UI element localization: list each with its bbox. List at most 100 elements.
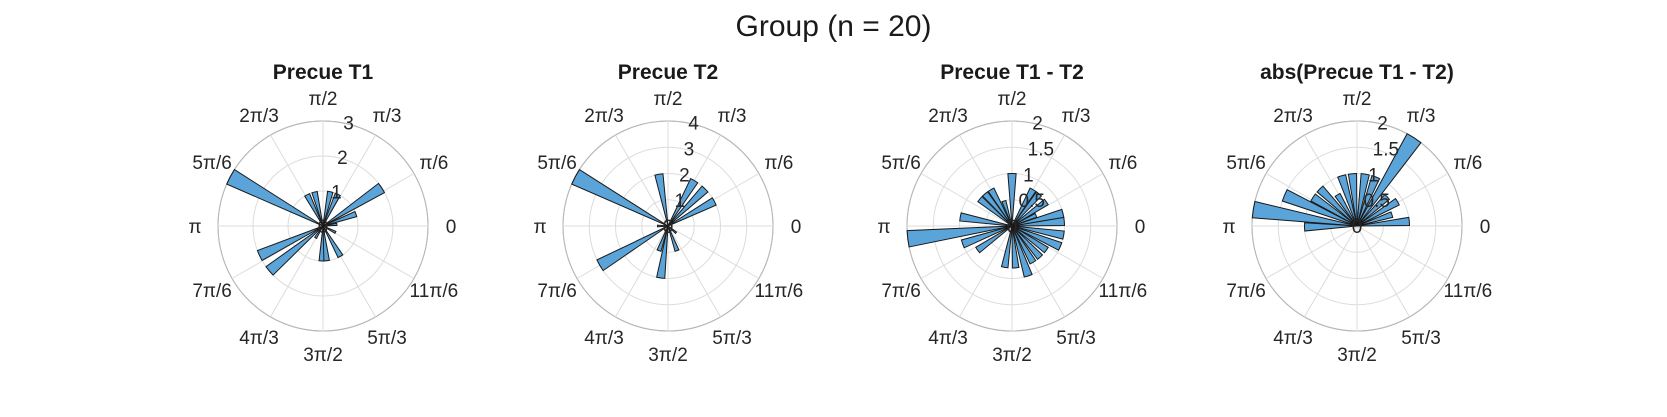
histogram-bar [656,224,669,228]
radial-tick-label: 0.5 [1019,191,1045,212]
histogram-bar [906,225,1013,248]
histogram-bar [304,193,324,227]
histogram-bar [981,191,1013,227]
histogram-bar [322,210,358,227]
angular-grid-line [1356,225,1449,279]
angle-tick-label: 0 [446,217,457,238]
histogram-bar [1304,222,1358,232]
angle-tick-label: 7π/6 [881,281,921,302]
radial-tick-label: 2 [679,165,690,186]
angle-tick-label: π/2 [654,89,683,110]
histogram-bar [667,197,717,227]
polar-plot-4: abs(Precue T1 - T2) 0.5 1 1.5 2 0 0 π/6 π/3 π/2 2π… [1222,61,1492,366]
polar-plot-2: Precue T2 1 2 3 4 0 0 π/6 π/3 π/2 2π/3 5π/6 π 7π/6 4π/… [533,61,803,366]
radial-origin-label: 0 [663,217,674,238]
histogram-bar [667,225,680,252]
histogram-bar [959,212,1013,227]
histogram-bar [656,225,669,252]
angle-tick-label: 5π/3 [1401,328,1441,349]
histogram-bar [1000,225,1013,269]
histogram-bar [596,225,669,272]
radial-tick-label: 1 [675,191,686,212]
histogram-bar [322,190,334,227]
angle-tick-label: 4π/3 [928,328,968,349]
angle-tick-label: 4π/3 [584,328,624,349]
angle-tick-label: 2π/3 [1273,106,1313,127]
figure-title: Group (n = 20) [735,10,932,43]
radial-origin-label: 0 [318,217,329,238]
histogram-bar [265,225,324,276]
angle-tick-label: 5π/6 [537,153,577,174]
histogram-bar [1356,216,1411,227]
radial-tick-label: 4 [688,114,699,135]
radial-tick-label: 1.5 [1373,139,1399,160]
angle-tick-label: π [188,217,201,238]
histogram-bar [667,225,678,235]
angular-grid-line [667,225,760,279]
angle-tick-label: 4π/3 [239,328,279,349]
angle-tick-label: 0 [791,217,802,238]
angle-tick-label: 2π/3 [584,106,624,127]
angle-tick-label: π [1222,217,1235,238]
radial-tick-label: 1 [1368,165,1379,186]
histogram-bar [1011,225,1063,251]
angle-tick-label: 3π/2 [1337,345,1377,366]
histogram-bar [311,190,324,227]
radial-tick-label: 1 [331,183,342,204]
histogram-bar [322,182,386,227]
histogram-bar [1011,191,1043,227]
angle-tick-label: 11π/6 [1099,281,1148,302]
angle-tick-label: 7π/6 [1226,281,1266,302]
subplot-title: Precue T1 - T2 [940,61,1084,84]
angle-tick-label: 3π/2 [992,345,1032,366]
histogram-bar [1356,211,1394,227]
subplot-title: Precue T1 [273,61,374,84]
angular-grid-line [270,225,324,318]
angular-grid-line [322,225,415,279]
histogram-bar [1251,200,1358,227]
angle-tick-label: π/6 [1453,153,1482,174]
radial-tick-label: 1.5 [1028,139,1054,160]
histogram-bar [1356,193,1391,227]
polar-plot-3: Precue T1 - T2 0.5 1 1.5 2 0 0 π/6 π/3 π/2 2π/3 5π/… [877,61,1147,366]
angle-tick-label: π/3 [373,106,402,127]
angle-tick-label: π/6 [764,153,793,174]
subplot-title: abs(Precue T1 - T2) [1260,61,1454,84]
radial-tick-label: 2 [337,148,348,169]
angle-tick-label: π/3 [1407,106,1436,127]
histogram-bar [256,225,324,262]
histogram-bar [1310,193,1358,227]
angular-grid-line [920,173,1013,227]
radial-tick-label: 3 [684,139,695,160]
angular-grid-line [1265,225,1358,279]
histogram-bar [1356,173,1370,227]
radial-tick-label: 2 [1032,114,1043,135]
histogram-bar [667,185,709,227]
angular-grid-line [1356,225,1410,318]
histogram-bar [960,225,1013,249]
histogram-bar [1356,197,1400,227]
radial-tick-label: 0.5 [1364,191,1390,212]
histogram-bar [1011,225,1020,269]
histogram-bar [313,225,324,240]
histogram-bar [977,195,1013,227]
angle-tick-label: 5π/3 [367,328,407,349]
angle-tick-label: 7π/6 [192,281,232,302]
histogram-bar [571,168,669,227]
histogram-bar [322,225,344,259]
histogram-bar [656,225,669,279]
angular-grid-line [615,225,669,318]
angular-grid-line [615,134,669,227]
angle-tick-label: 0 [1480,217,1491,238]
histogram-bar [654,173,669,227]
histogram-bar [1011,225,1049,254]
angle-tick-label: 5π/6 [881,153,921,174]
histogram-bar [1011,187,1037,227]
angle-tick-label: 2π/3 [239,106,279,127]
angle-tick-label: 2π/3 [928,106,968,127]
histogram-bar [1356,175,1381,227]
angle-tick-label: 3π/2 [303,345,343,366]
angle-tick-label: π [533,217,546,238]
angle-tick-label: 11π/6 [755,281,804,302]
